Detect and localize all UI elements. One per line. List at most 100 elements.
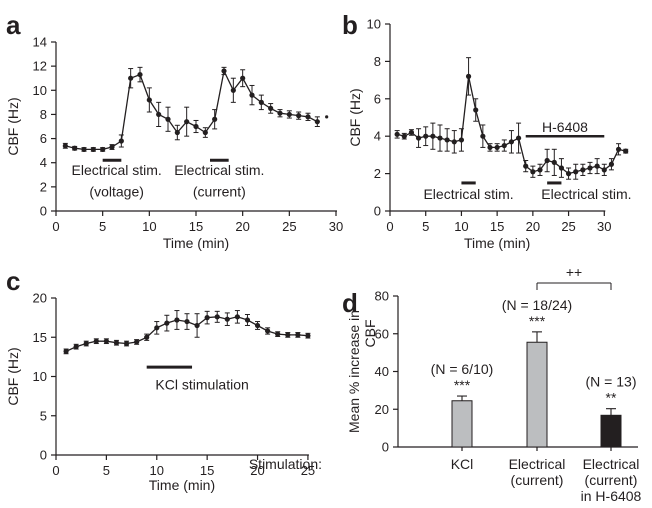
data-point (234, 314, 240, 320)
data-point (184, 119, 190, 125)
panel-letter-b: b (342, 10, 358, 40)
category-label: Electrical (583, 456, 640, 472)
panel-c-chart: 0 5 10 15 20 0 5 10 15 20 25 Time (min) CBF (Hz) KCl … (5, 291, 315, 494)
y-tick-label: 10 (33, 83, 47, 98)
annotation: Electrical stim. (72, 162, 162, 178)
data-point (254, 322, 261, 329)
x-tick-label: 20 (250, 463, 264, 478)
data-point (608, 161, 615, 167)
data-point (146, 97, 152, 103)
y-tick-label: 80 (375, 289, 389, 304)
y-tick-label: 2 (40, 179, 47, 194)
y-tick-label: 10 (33, 369, 47, 384)
category-label: (current) (585, 472, 638, 488)
y-tick-label: 4 (374, 129, 381, 144)
data-point (515, 135, 522, 141)
data-point (523, 163, 529, 169)
data-point (305, 114, 311, 120)
x-tick-label: 15 (490, 219, 504, 234)
data-point (295, 332, 301, 338)
annotation: Electrical stim. (423, 186, 513, 202)
significance-label: *** (529, 313, 546, 329)
data-point (277, 110, 283, 116)
x-tick-label: 10 (142, 219, 156, 234)
data-point (487, 144, 493, 151)
data-point (601, 167, 607, 173)
data-point (123, 340, 130, 347)
data-point (144, 334, 150, 340)
x-tick-label: 30 (329, 219, 343, 234)
x-tick-label: 0 (52, 463, 59, 478)
data-point (224, 316, 230, 322)
data-point (214, 314, 220, 320)
data-point (128, 75, 134, 81)
data-point (296, 113, 302, 119)
x-tick-label: 25 (282, 219, 296, 234)
row-label: Stimulation: (249, 456, 322, 472)
data-point (165, 116, 171, 122)
data-point (473, 107, 479, 113)
data-point (83, 340, 89, 347)
data-point (558, 165, 565, 171)
data-point (437, 135, 443, 141)
data-point (451, 139, 457, 145)
data-point (394, 131, 400, 137)
y-tick-label: 20 (375, 402, 389, 417)
y-tick-label: 20 (33, 291, 47, 306)
y-tick-label: 8 (374, 54, 381, 69)
data-point (164, 320, 170, 326)
data-point (221, 68, 227, 74)
x-tick-label: 5 (103, 463, 110, 478)
data-point (268, 105, 274, 111)
annotation: H-6408 (542, 119, 588, 135)
x-tick-label: 5 (422, 219, 429, 234)
x-tick-label: 20 (235, 219, 249, 234)
y-axis-label: CBF (Hz) (5, 97, 21, 155)
data-point (212, 116, 218, 122)
y-axis-label: CBF (Hz) (347, 88, 363, 146)
category-label: (current) (511, 472, 564, 488)
data-point (314, 119, 320, 125)
data-point (90, 146, 96, 153)
n-label: (N = 6/10) (431, 361, 494, 377)
data-point (62, 143, 68, 149)
panel-letter-a: a (6, 10, 21, 40)
significance-label: *** (454, 377, 471, 393)
y-tick-label: 0 (374, 204, 381, 219)
data-point (580, 167, 586, 173)
data-point (81, 146, 87, 153)
data-point (537, 167, 543, 173)
y-axis-label: CBF (Hz) (5, 347, 21, 405)
data-point (174, 129, 180, 136)
x-tick-label: 30 (597, 219, 611, 234)
data-point (615, 146, 622, 152)
y-tick-label: 6 (374, 91, 381, 106)
y-axis-label: CBF (362, 320, 378, 348)
y-tick-label: 0 (40, 448, 47, 463)
data-point (72, 145, 78, 151)
data-point (240, 75, 246, 81)
x-tick-label: 15 (189, 219, 203, 234)
bar (526, 341, 548, 448)
data-point (408, 129, 415, 136)
x-tick-label: 15 (200, 463, 214, 478)
x-axis-label: Time (min) (464, 235, 530, 251)
data-point (134, 339, 140, 345)
category-label: KCl (451, 456, 474, 472)
data-point (444, 137, 450, 143)
data-point (480, 133, 486, 139)
x-tick-label: 25 (561, 219, 575, 234)
data-point (230, 87, 236, 93)
data-point (249, 92, 255, 98)
y-tick-label: 8 (40, 107, 47, 122)
data-point (275, 331, 281, 337)
data-point (118, 138, 124, 144)
data-point (63, 348, 69, 354)
data-point (73, 344, 79, 350)
y-tick-label: 6 (40, 131, 47, 146)
y-tick-label: 4 (40, 155, 47, 170)
y-tick-label: 10 (367, 17, 381, 32)
data-point (113, 340, 120, 346)
